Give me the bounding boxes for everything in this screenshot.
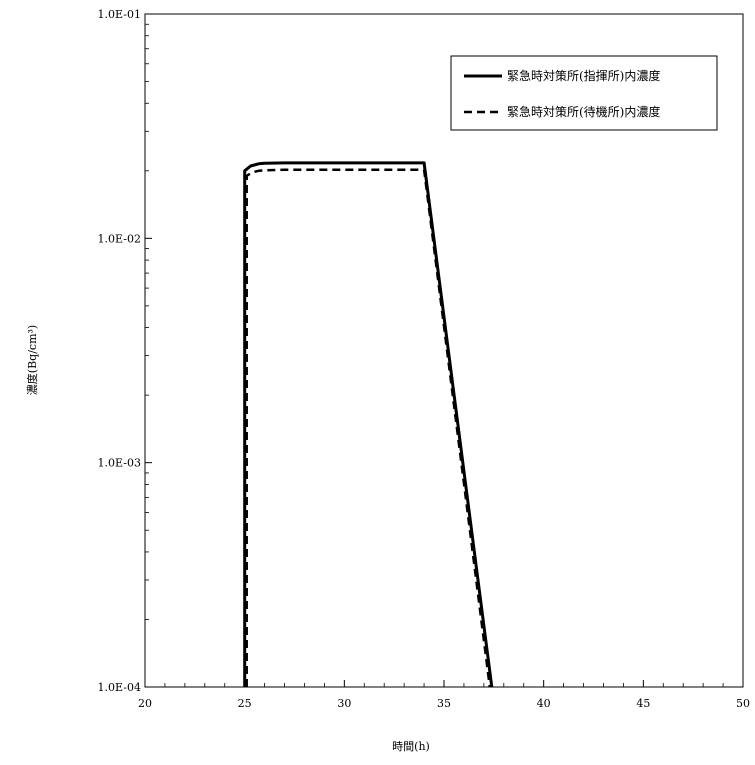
x-axis-ticks: 20 25 30 35 40 45 50	[138, 680, 750, 710]
x-tick-label: 40	[537, 697, 551, 710]
y-tick-label: 1.0E-01	[98, 8, 141, 21]
legend: 緊急時対策所(指揮所)内濃度 緊急時対策所(待機所)内濃度	[450, 55, 718, 131]
legend-box	[450, 55, 718, 131]
y-tick-label: 1.0E-03	[98, 457, 141, 470]
x-tick-label: 50	[736, 697, 750, 710]
x-axis-title: 時間(h)	[392, 740, 430, 753]
series-line-standby-post	[245, 168, 492, 688]
x-tick-label: 25	[238, 697, 252, 710]
x-tick-label: 30	[337, 697, 351, 710]
x-tick-label: 45	[636, 697, 650, 710]
x-tick-label: 20	[138, 697, 152, 710]
y-axis-title: 濃度(Bq/cm³)	[25, 325, 39, 395]
y-axis-ticks: 1.0E-04 1.0E-03 1.0E-02 1.0E-01	[98, 8, 152, 694]
legend-label-command-post: 緊急時対策所(指揮所)内濃度	[507, 68, 660, 83]
y-tick-label: 1.0E-04	[98, 681, 141, 694]
y-tick-label: 1.0E-02	[98, 232, 141, 245]
series-layer	[243, 161, 494, 688]
legend-label-standby-post: 緊急時対策所(待機所)内濃度	[507, 104, 660, 119]
series-line-command-post	[243, 161, 494, 688]
x-tick-label: 35	[437, 697, 451, 710]
